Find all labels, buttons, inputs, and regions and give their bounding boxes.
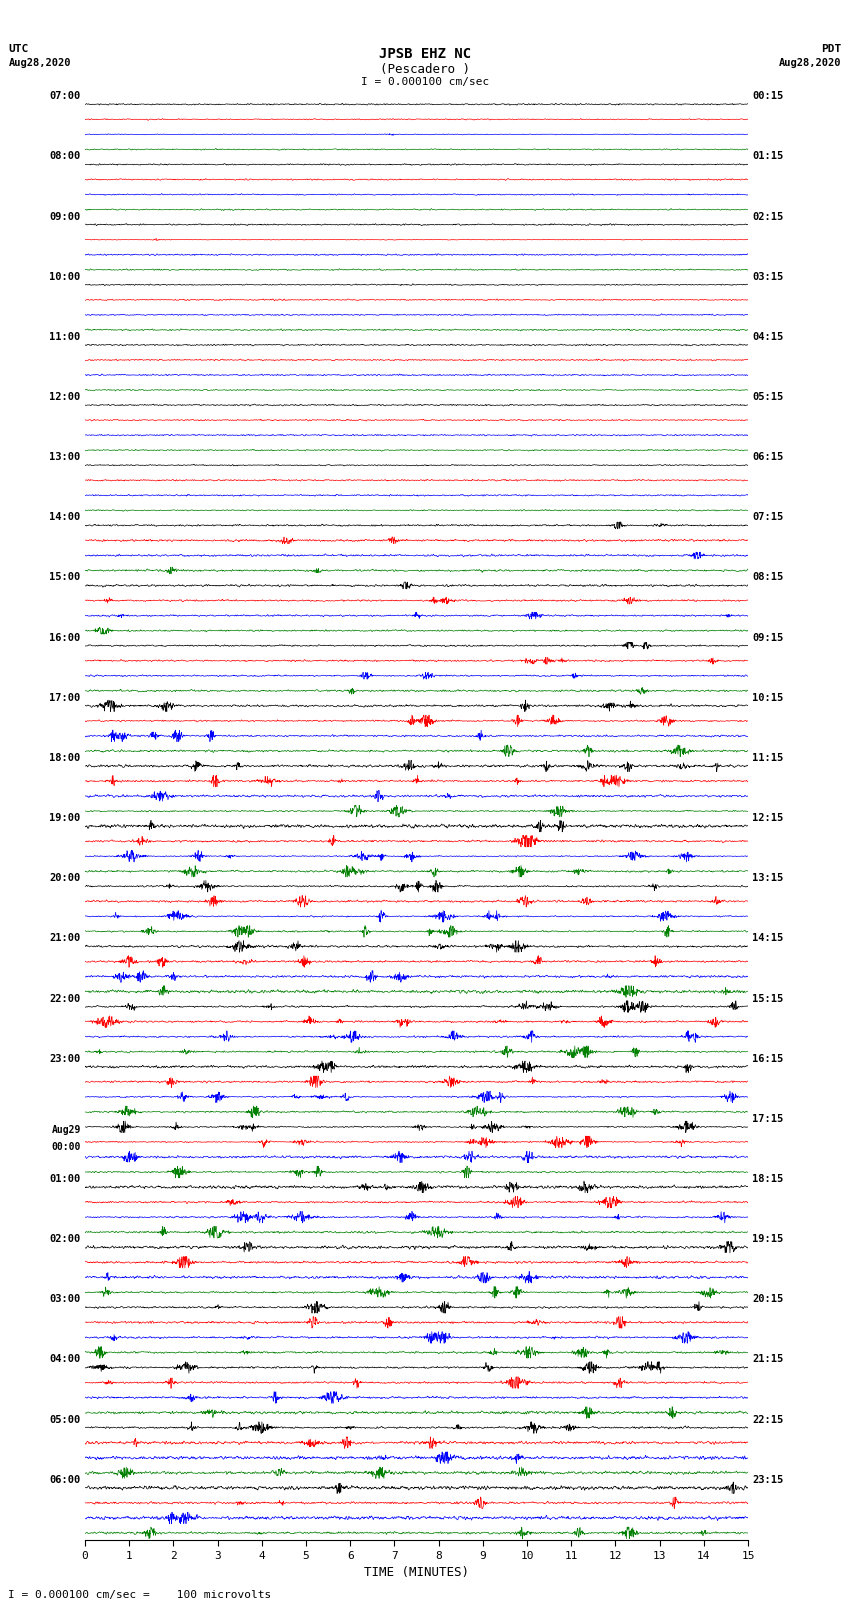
Text: 19:15: 19:15 <box>752 1234 784 1244</box>
Text: 20:00: 20:00 <box>49 873 81 884</box>
Text: 16:00: 16:00 <box>49 632 81 642</box>
Text: 01:15: 01:15 <box>752 152 784 161</box>
Text: 10:15: 10:15 <box>752 692 784 703</box>
Text: UTC: UTC <box>8 44 29 53</box>
Text: 00:15: 00:15 <box>752 92 784 102</box>
Text: 09:00: 09:00 <box>49 211 81 221</box>
Text: 22:15: 22:15 <box>752 1415 784 1424</box>
Text: I = 0.000100 cm/sec =    100 microvolts: I = 0.000100 cm/sec = 100 microvolts <box>8 1590 272 1600</box>
Text: 02:15: 02:15 <box>752 211 784 221</box>
Text: 01:00: 01:00 <box>49 1174 81 1184</box>
Text: 07:00: 07:00 <box>49 92 81 102</box>
Text: 09:15: 09:15 <box>752 632 784 642</box>
Text: 13:15: 13:15 <box>752 873 784 884</box>
Text: JPSB EHZ NC: JPSB EHZ NC <box>379 47 471 61</box>
Text: Aug28,2020: Aug28,2020 <box>779 58 842 68</box>
Text: 15:15: 15:15 <box>752 994 784 1003</box>
Text: 11:15: 11:15 <box>752 753 784 763</box>
Text: 21:15: 21:15 <box>752 1355 784 1365</box>
Text: 07:15: 07:15 <box>752 513 784 523</box>
Text: 17:15: 17:15 <box>752 1115 784 1124</box>
Text: 08:00: 08:00 <box>49 152 81 161</box>
Text: 04:15: 04:15 <box>752 332 784 342</box>
Text: I = 0.000100 cm/sec: I = 0.000100 cm/sec <box>361 77 489 87</box>
Text: 18:15: 18:15 <box>752 1174 784 1184</box>
Text: PDT: PDT <box>821 44 842 53</box>
Text: 02:00: 02:00 <box>49 1234 81 1244</box>
Text: 23:00: 23:00 <box>49 1053 81 1063</box>
Text: 12:00: 12:00 <box>49 392 81 402</box>
Text: 19:00: 19:00 <box>49 813 81 823</box>
Text: Aug29: Aug29 <box>51 1126 81 1136</box>
Text: 16:15: 16:15 <box>752 1053 784 1063</box>
Text: 21:00: 21:00 <box>49 934 81 944</box>
Text: Aug28,2020: Aug28,2020 <box>8 58 71 68</box>
Text: 06:15: 06:15 <box>752 452 784 463</box>
Text: 05:00: 05:00 <box>49 1415 81 1424</box>
Text: 05:15: 05:15 <box>752 392 784 402</box>
Text: 10:00: 10:00 <box>49 271 81 282</box>
Text: 08:15: 08:15 <box>752 573 784 582</box>
Text: 17:00: 17:00 <box>49 692 81 703</box>
Text: 14:15: 14:15 <box>752 934 784 944</box>
Text: 11:00: 11:00 <box>49 332 81 342</box>
Text: 15:00: 15:00 <box>49 573 81 582</box>
Text: 03:00: 03:00 <box>49 1294 81 1305</box>
Text: 13:00: 13:00 <box>49 452 81 463</box>
Text: 12:15: 12:15 <box>752 813 784 823</box>
Text: 06:00: 06:00 <box>49 1474 81 1484</box>
Text: 22:00: 22:00 <box>49 994 81 1003</box>
X-axis label: TIME (MINUTES): TIME (MINUTES) <box>364 1566 469 1579</box>
Text: 20:15: 20:15 <box>752 1294 784 1305</box>
Text: (Pescadero ): (Pescadero ) <box>380 63 470 76</box>
Text: 23:15: 23:15 <box>752 1474 784 1484</box>
Text: 14:00: 14:00 <box>49 513 81 523</box>
Text: 18:00: 18:00 <box>49 753 81 763</box>
Text: 03:15: 03:15 <box>752 271 784 282</box>
Text: 04:00: 04:00 <box>49 1355 81 1365</box>
Text: 00:00: 00:00 <box>51 1142 81 1152</box>
